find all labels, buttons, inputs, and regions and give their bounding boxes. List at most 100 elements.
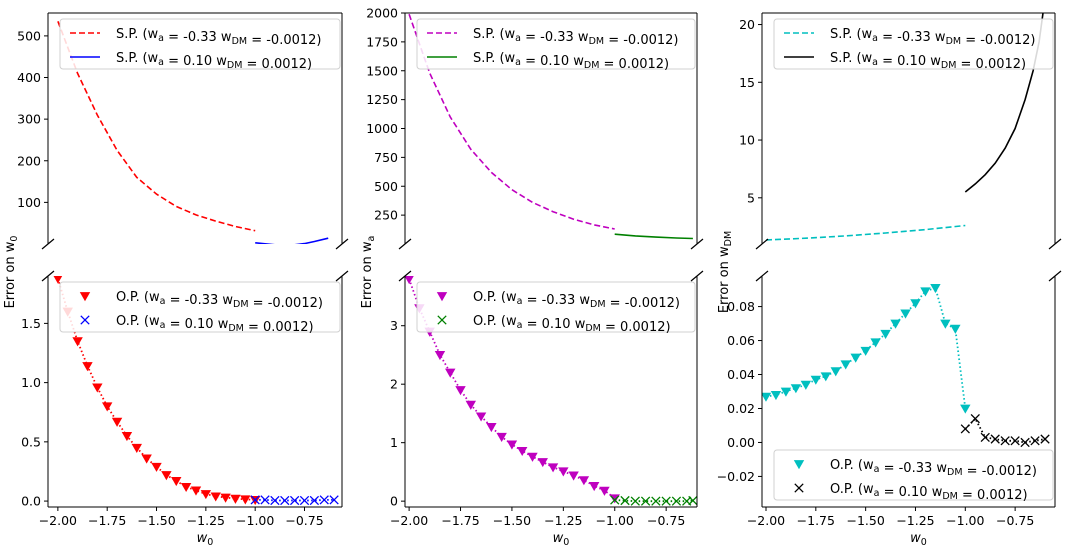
x-axis-label-main: w <box>197 531 208 546</box>
legend-label-subscript: a <box>515 33 521 44</box>
data-point-triangle <box>890 319 901 329</box>
axis-break-mark <box>335 238 349 250</box>
data-point-x <box>620 495 630 506</box>
x-axis-label: w0 <box>553 531 570 548</box>
legend-label-subscript: DM <box>942 491 958 502</box>
y-tick-label: 0.06 <box>727 333 755 348</box>
x-tick-label: −1.75 <box>797 513 835 528</box>
y-tick-label: 1.0 <box>21 375 41 390</box>
x-axis-label-subscript: 0 <box>207 537 213 548</box>
legend-label: S.P. (wa = 0.10 wDM = 0.0012) <box>473 51 669 72</box>
legend-label: S.P. (wa = -0.33 wDM = -0.0012) <box>473 27 679 48</box>
legend-label-part: = -0.0012) <box>247 33 321 48</box>
series-group <box>408 13 693 240</box>
x-marker-stroke <box>280 495 290 506</box>
data-point-triangle <box>405 276 414 285</box>
x-tick-label: −1.25 <box>187 513 225 528</box>
y-tick-label: 1 <box>390 435 398 450</box>
data-point-triangle <box>517 446 528 457</box>
data-point-triangle <box>121 432 133 442</box>
legend-label-part: = 0.10 w <box>879 485 942 500</box>
y-tick-label: 0.00 <box>727 435 755 450</box>
legend-label-part: S.P. (w <box>473 27 516 42</box>
data-point-triangle <box>527 452 538 462</box>
legend-label-subscript: DM <box>590 299 606 310</box>
series-group <box>57 21 329 244</box>
data-point-triangle <box>141 454 152 464</box>
legend-label-subscript: a <box>517 320 523 331</box>
data-point-triangle <box>151 462 162 472</box>
axis-break-mark <box>755 238 769 250</box>
legend-label-part: = -0.33 w <box>879 461 947 476</box>
series-line-1 <box>408 13 615 230</box>
legend-label-part: = -0.0012) <box>963 464 1037 479</box>
legend-label-subscript: DM <box>233 299 249 310</box>
axis-break-mark <box>1048 238 1062 250</box>
axis-break-mark <box>398 238 412 250</box>
x-tick-label: −1.25 <box>896 513 934 528</box>
legend-label-part: = 0.0012) <box>958 488 1028 503</box>
data-point-x <box>661 496 671 506</box>
data-point-x <box>299 495 310 506</box>
data-point-triangle <box>190 486 202 496</box>
x-marker-stroke <box>289 495 300 506</box>
panel-lower-1: 0.0 0.5 1.0 1.5 −2.00 −1.75 −1.50 −1.25 −1.00 −0.… <box>3 236 349 548</box>
legend-label: S.P. (wa = 0.10 wDM = 0.0012) <box>830 51 1026 72</box>
series-group <box>53 276 339 506</box>
y-tick-label: 1750 <box>366 34 398 49</box>
legend-label-part: = 0.0012) <box>244 320 314 335</box>
x-marker-stroke <box>682 496 692 506</box>
data-point-triangle <box>558 467 569 477</box>
data-point-triangle <box>455 386 466 396</box>
y-tick-label: 400 <box>17 70 41 85</box>
legend: O.P. (wa = -0.33 wDM = -0.0012)O.P. (wa … <box>416 281 696 335</box>
data-point-triangle <box>578 476 590 486</box>
legend-frame <box>59 18 341 70</box>
legend-label-part: O.P. (w <box>830 482 874 497</box>
data-point-x <box>1010 436 1020 446</box>
x-tick-label: −1.75 <box>441 513 479 528</box>
x-marker-stroke <box>270 495 280 506</box>
y-tick-label: 1250 <box>366 92 398 107</box>
data-point-triangle <box>830 367 841 377</box>
legend-label-subscript: a <box>160 296 166 307</box>
series-dotted-line-1 <box>57 278 256 501</box>
x-marker-stroke <box>671 496 682 506</box>
data-point-triangle <box>762 392 772 402</box>
data-point-x <box>289 495 300 506</box>
data-point-triangle <box>200 490 212 500</box>
y-tick-label: 750 <box>374 150 398 165</box>
axis-break-mark <box>398 270 412 282</box>
data-point-triangle <box>940 319 951 329</box>
axis-break-mark <box>335 270 349 282</box>
data-point-triangle <box>92 383 103 393</box>
y-tick-label: 200 <box>17 153 41 168</box>
data-point-triangle <box>770 390 782 401</box>
data-point-triangle <box>850 353 861 363</box>
x-tick-label: −1.75 <box>88 513 126 528</box>
x-tick-label: −0.75 <box>647 513 685 528</box>
x-tick-label: −1.00 <box>946 513 984 528</box>
legend-label-part: = 0.0012) <box>599 57 669 72</box>
data-point-triangle <box>101 402 113 412</box>
x-marker-stroke <box>610 495 620 505</box>
y-tick-label: −0.02 <box>717 469 755 484</box>
legend-label-subscript: a <box>158 57 164 68</box>
data-point-x <box>960 424 970 434</box>
y-tick-label: 0.08 <box>727 299 755 314</box>
x-marker-stroke <box>299 495 310 506</box>
data-point-x <box>309 495 320 506</box>
x-marker-stroke <box>630 496 640 506</box>
x-marker-stroke <box>661 496 671 506</box>
legend-label: O.P. (wa = -0.33 wDM = -0.0012) <box>116 290 323 311</box>
data-point-x <box>970 414 980 424</box>
legend-label-subscript: DM <box>941 60 957 71</box>
legend-label-part: O.P. (w <box>473 314 517 329</box>
legend-frame <box>773 449 1054 501</box>
data-point-triangle <box>780 387 792 397</box>
data-point-x <box>319 495 329 505</box>
y-tick-label: 2 <box>390 377 398 392</box>
y-axis-label-main: Error on w <box>360 241 375 308</box>
